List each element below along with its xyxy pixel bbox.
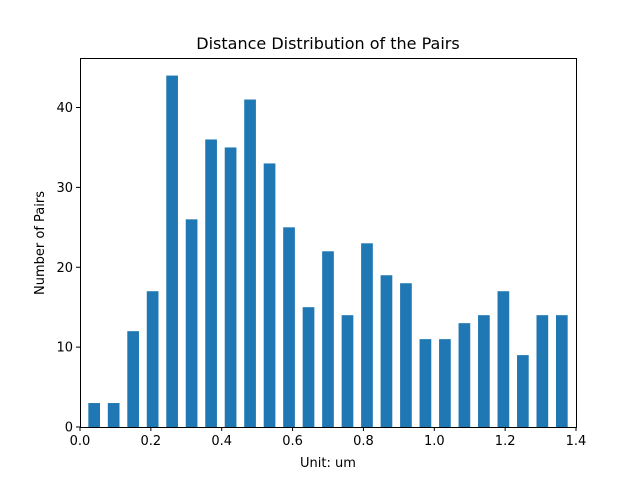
y-axis: 0 10 20 30 40 (56, 101, 80, 436)
x-tick-label-4: 0.8 (353, 434, 374, 449)
bar-0 (88, 403, 101, 427)
y-tick-label-4: 40 (56, 101, 73, 116)
plot-frame (80, 58, 577, 428)
bar-7 (224, 147, 237, 427)
bar-10 (283, 227, 295, 427)
bar-24 (555, 315, 568, 427)
x-axis: 0.0 0.2 0.4 0.6 0.8 1.0 1.2 1.4 (70, 427, 587, 449)
x-tick-label-7: 1.4 (566, 434, 587, 449)
y-tick-label-2: 20 (56, 261, 73, 276)
y-tick-label-1: 10 (56, 341, 73, 356)
bar-2 (127, 331, 139, 427)
chart-title: Distance Distribution of the Pairs (196, 34, 459, 53)
bar-13 (341, 315, 354, 427)
bar-21 (497, 291, 510, 427)
bar-4 (166, 75, 178, 427)
y-tick-label-3: 30 (56, 181, 73, 196)
bar-15 (380, 275, 393, 427)
x-tick-label-5: 1.0 (424, 434, 445, 449)
bar-17 (419, 339, 432, 427)
bar-6 (205, 139, 217, 427)
x-tick-label-2: 0.4 (211, 434, 232, 449)
bar-8 (244, 99, 256, 427)
x-tick-label-3: 0.6 (282, 434, 303, 449)
x-tick-label-6: 1.2 (495, 434, 516, 449)
y-axis-label: Number of Pairs (33, 191, 48, 295)
bar-20 (478, 315, 490, 427)
bar-16 (400, 283, 412, 427)
x-tick-label-1: 0.2 (141, 434, 162, 449)
y-tick-label-0: 0 (65, 421, 73, 436)
bar-12 (322, 251, 334, 427)
x-axis-label: Unit: um (300, 456, 356, 471)
bars-group (88, 75, 568, 427)
bar-5 (185, 219, 198, 427)
bar-11 (302, 307, 315, 427)
bar-1 (107, 403, 120, 427)
bar-14 (361, 243, 373, 427)
x-tick-label-0: 0.0 (70, 434, 91, 449)
bar-18 (439, 339, 451, 427)
bar-3 (146, 291, 159, 427)
bar-19 (458, 323, 471, 427)
bar-9 (263, 163, 276, 427)
bar-23 (536, 315, 549, 427)
bar-22 (517, 355, 529, 427)
